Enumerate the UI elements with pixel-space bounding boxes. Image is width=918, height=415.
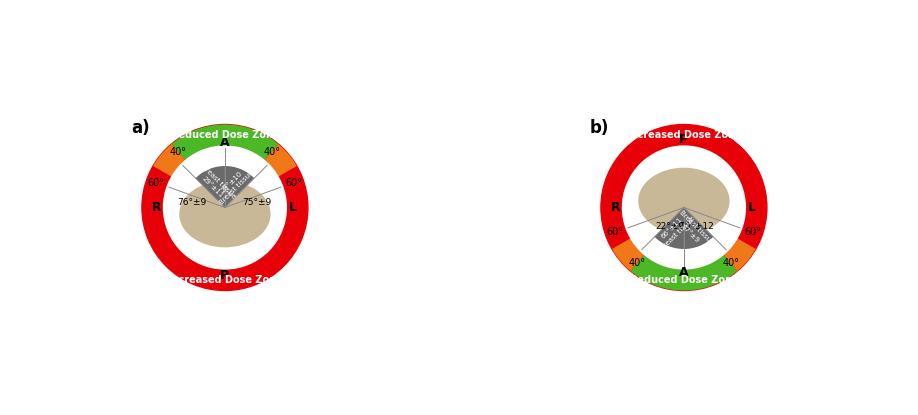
- Wedge shape: [225, 166, 254, 208]
- Text: P: P: [679, 133, 688, 146]
- Text: 40°: 40°: [170, 146, 186, 156]
- Text: 75°±9: 75°±9: [241, 198, 271, 207]
- Polygon shape: [612, 238, 644, 271]
- Circle shape: [163, 146, 286, 269]
- Polygon shape: [631, 254, 737, 290]
- Text: 66°±11
Breast tissue: 66°±11 Breast tissue: [654, 210, 696, 251]
- Text: 40°: 40°: [629, 259, 645, 269]
- Text: Reduced Dose Zone: Reduced Dose Zone: [171, 130, 279, 140]
- Text: P: P: [220, 269, 230, 282]
- Text: a): a): [131, 119, 150, 137]
- Polygon shape: [723, 238, 756, 271]
- Polygon shape: [172, 124, 278, 161]
- Polygon shape: [153, 144, 185, 177]
- Text: Reduced Dose Zone: Reduced Dose Zone: [630, 275, 738, 285]
- Text: 60°: 60°: [285, 178, 302, 188]
- Polygon shape: [264, 144, 297, 177]
- Text: Increased Dose Zone: Increased Dose Zone: [168, 275, 283, 285]
- Text: 20°±12: 20°±12: [679, 222, 713, 231]
- Text: 22°±9: 22°±9: [655, 222, 684, 231]
- Ellipse shape: [179, 181, 271, 247]
- Text: Breast tissue
67°±9: Breast tissue 67°±9: [672, 210, 714, 251]
- Ellipse shape: [638, 168, 730, 234]
- Text: R: R: [152, 201, 162, 214]
- Text: L: L: [748, 201, 756, 214]
- Text: 29°±10
Breast tissue: 29°±10 Breast tissue: [213, 164, 255, 205]
- Text: L: L: [289, 201, 297, 214]
- Text: 40°: 40°: [722, 259, 739, 269]
- Text: 60°: 60°: [148, 178, 164, 188]
- Text: A: A: [220, 136, 230, 149]
- Text: 76°±9: 76°±9: [177, 198, 207, 207]
- Wedge shape: [655, 208, 684, 249]
- Circle shape: [622, 146, 745, 269]
- Wedge shape: [196, 166, 225, 208]
- Text: Breast tissue
29°±11: Breast tissue 29°±11: [195, 164, 237, 205]
- Wedge shape: [684, 208, 713, 249]
- Text: R: R: [611, 201, 621, 214]
- Text: b): b): [590, 119, 610, 137]
- Text: 40°: 40°: [263, 146, 280, 156]
- Text: 60°: 60°: [607, 227, 623, 237]
- Text: 60°: 60°: [744, 227, 761, 237]
- Text: Increased Dose Zone: Increased Dose Zone: [627, 130, 742, 140]
- Text: A: A: [679, 266, 688, 279]
